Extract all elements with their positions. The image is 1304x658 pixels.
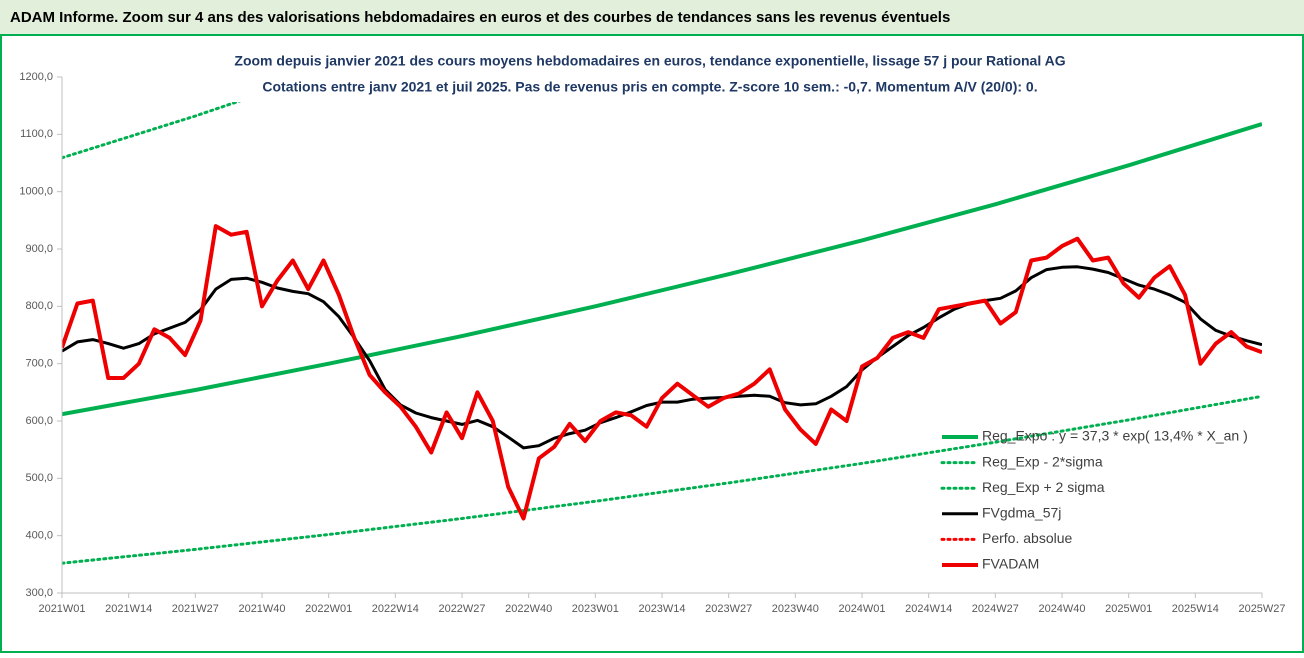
- legend-label: Reg_Exp + 2 sigma: [982, 479, 1105, 495]
- y-tick-label: 600,0: [25, 415, 53, 427]
- y-tick-label: 800,0: [25, 300, 53, 312]
- plot-area: [62, 77, 1262, 565]
- x-tick-label: 2023W14: [638, 603, 685, 615]
- x-tick-label: 2022W01: [305, 603, 352, 615]
- y-tick-label: 1000,0: [19, 186, 53, 198]
- x-tick-label: 2021W27: [172, 603, 219, 615]
- chart-frame: [0, 34, 1304, 653]
- legend: Reg_Expo : y = 37,3 * exp( 13,4% * X_an …: [940, 428, 1248, 572]
- x-tick-label: 2022W27: [438, 603, 485, 615]
- y-tick-label: 700,0: [25, 358, 53, 370]
- y-tick-label: 500,0: [25, 472, 53, 484]
- legend-label: FVADAM: [982, 556, 1039, 572]
- header-band: [0, 0, 1304, 35]
- x-tick-label: 2025W14: [1172, 603, 1219, 615]
- x-tick-label: 2024W14: [905, 603, 952, 615]
- x-tick-label: 2021W40: [238, 603, 285, 615]
- series-line: [62, 394, 1262, 565]
- x-tick-label: 2022W14: [372, 603, 419, 615]
- series-line: [62, 122, 1262, 417]
- x-tick-label: 2021W01: [38, 603, 85, 615]
- legend-label: Reg_Exp - 2*sigma: [982, 453, 1103, 469]
- subtitle-box: [212, 47, 1088, 102]
- series-line: [62, 224, 1262, 521]
- legend-label: Reg_Expo : y = 37,3 * exp( 13,4% * X_an …: [982, 428, 1248, 444]
- x-tick-label: 2024W01: [838, 603, 885, 615]
- legend-label: FVgdma_57j: [982, 505, 1061, 521]
- x-tick-label: 2025W01: [1105, 603, 1152, 615]
- y-tick-label: 1200,0: [19, 71, 53, 83]
- y-tick-label: 900,0: [25, 243, 53, 255]
- y-tick-label: 1100,0: [20, 128, 53, 140]
- y-tick-label: 400,0: [25, 530, 53, 542]
- x-tick-label: 2024W27: [972, 603, 1019, 615]
- axes: 300,0 400,0 500,0 600,0 700,0 800,0 900,0 1000,…: [19, 71, 1285, 615]
- x-tick-label: 2023W40: [772, 603, 819, 615]
- chart-title: ADAM Informe. Zoom sur 4 ans des valoris…: [10, 9, 950, 26]
- x-tick-label: 2024W40: [1038, 603, 1085, 615]
- legend-label: Perfo. absolue: [982, 530, 1072, 546]
- x-tick-label: 2023W27: [705, 603, 752, 615]
- x-tick-label: 2025W27: [1238, 603, 1285, 615]
- x-tick-label: 2021W14: [105, 603, 152, 615]
- x-tick-label: 2023W01: [572, 603, 619, 615]
- x-tick-label: 2022W40: [505, 603, 552, 615]
- y-tick-label: 300,0: [25, 587, 53, 599]
- subtitle: Cotations entre janv 2021 et juil 2025. …: [262, 79, 1037, 95]
- subtitle: Zoom depuis janvier 2021 des cours moyen…: [234, 53, 1065, 69]
